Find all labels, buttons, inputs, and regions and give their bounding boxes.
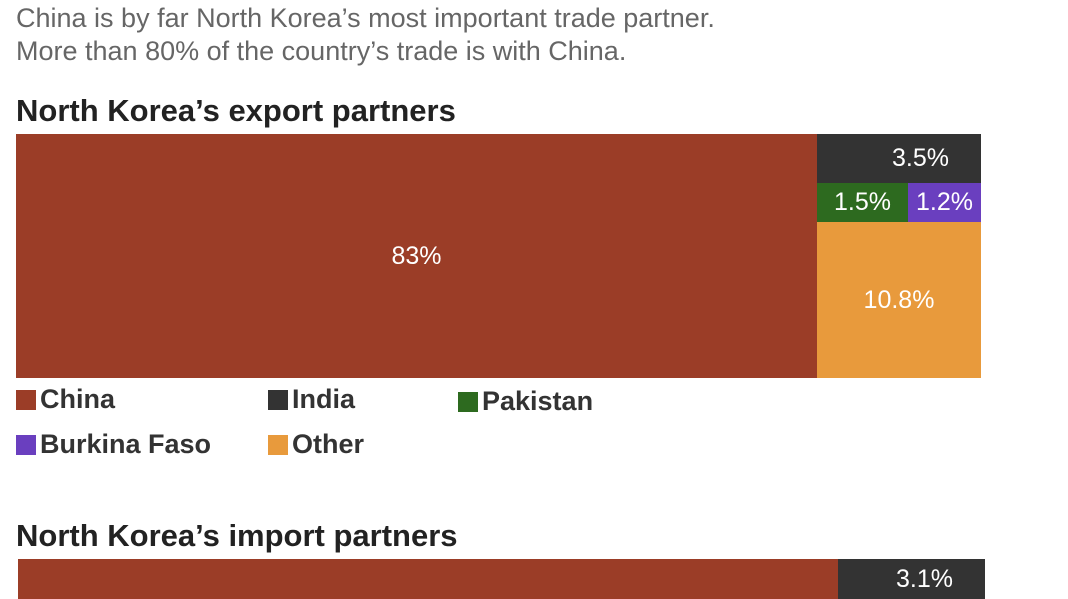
- export-other: 10.8%: [817, 222, 981, 378]
- legend-label: Burkina Faso: [40, 429, 212, 459]
- export-title: North Korea’s export partners: [16, 93, 456, 128]
- subtitle-line-2: More than 80% of the country’s trade is …: [16, 36, 627, 66]
- export-india: 3.5%: [817, 134, 981, 183]
- legend-swatch: [268, 389, 288, 410]
- legend-label: Other: [292, 429, 365, 459]
- legend-swatch: [16, 434, 36, 455]
- legend-other: Other: [268, 429, 364, 460]
- subtitle-line-1: China is by far North Korea’s most impor…: [16, 3, 715, 33]
- legend-pakistan: Pakistan: [458, 386, 593, 417]
- subtitle: China is by far North Korea’s most impor…: [16, 2, 715, 68]
- legend-india: India: [268, 384, 355, 415]
- legend-swatch: [458, 391, 478, 412]
- export-pakistan: 1.5%: [817, 183, 908, 222]
- export-burkina-label: 1.2%: [916, 188, 973, 216]
- export-pakistan-label: 1.5%: [834, 188, 891, 216]
- legend-burkina-faso: Burkina Faso: [16, 429, 211, 460]
- legend-label: China: [40, 384, 116, 414]
- export-burkina-faso: 1.2%: [908, 183, 981, 222]
- legend-swatch: [268, 434, 288, 455]
- import-second: 3.1%: [838, 559, 985, 599]
- export-china: 83%: [16, 134, 817, 378]
- legend-label: India: [292, 384, 356, 414]
- import-title: North Korea’s import partners: [16, 518, 458, 553]
- export-india-label: 3.5%: [892, 144, 949, 172]
- import-china: [18, 559, 838, 599]
- legend-label: Pakistan: [482, 386, 594, 416]
- legend-swatch: [16, 389, 36, 410]
- legend-china: China: [16, 384, 115, 415]
- export-other-label: 10.8%: [863, 285, 935, 314]
- export-china-label: 83%: [391, 241, 442, 270]
